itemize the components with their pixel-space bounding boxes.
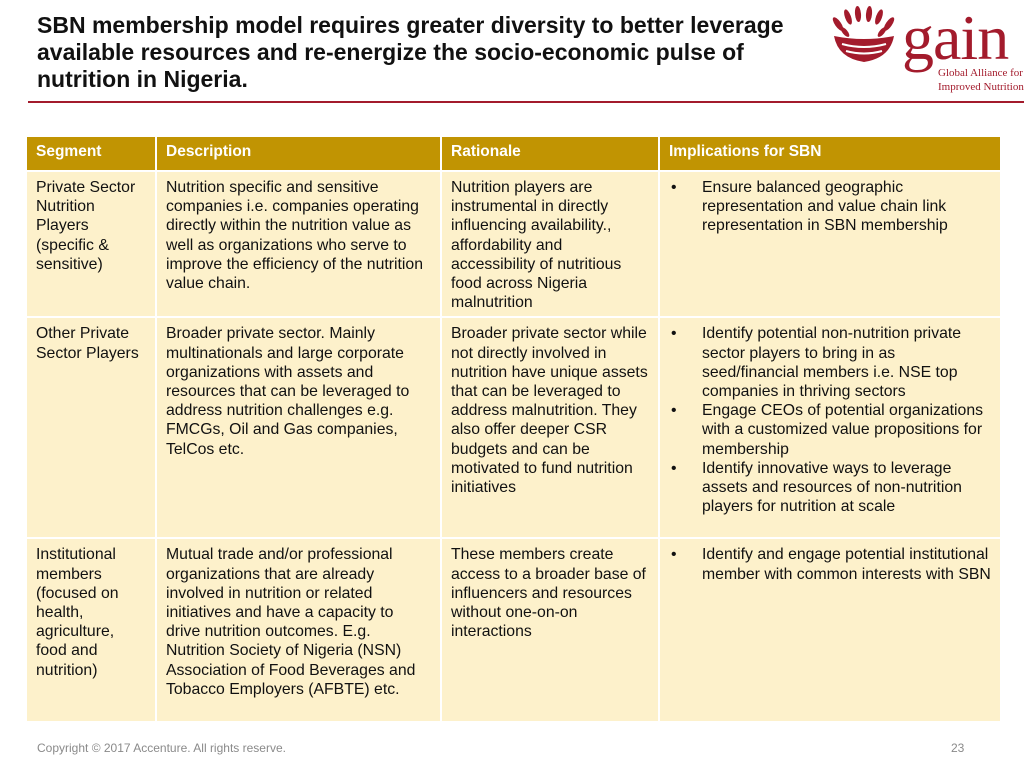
table-header-row: Segment Description Rationale Implicatio… bbox=[27, 137, 1000, 172]
implications-list: Identify potential non-nutrition private… bbox=[669, 324, 991, 516]
copyright-notice: Copyright © 2017 Accenture. All rights r… bbox=[37, 741, 286, 755]
cell-segment: Institutional members (focused on health… bbox=[27, 538, 157, 724]
cell-description: Nutrition specific and sensitive compani… bbox=[156, 171, 442, 319]
implications-list: Identify and engage potential institutio… bbox=[669, 545, 991, 583]
page-number: 23 bbox=[951, 741, 965, 755]
cell-rationale: These members create access to a broader… bbox=[441, 538, 660, 724]
cell-segment: Other Private Sector Players bbox=[27, 317, 157, 540]
header-implications: Implications for SBN bbox=[659, 137, 1000, 172]
header-description: Description bbox=[156, 137, 442, 172]
gain-logo: gain Global Alliance for Improved Nutrit… bbox=[828, 6, 1024, 96]
logo-subtitle: Global Alliance for Improved Nutrition bbox=[938, 66, 1024, 94]
implications-list: Ensure balanced geographic representatio… bbox=[669, 178, 991, 236]
implication-item: Identify and engage potential institutio… bbox=[669, 545, 991, 583]
cell-description: Mutual trade and/or professional organiz… bbox=[156, 538, 442, 724]
header-segment: Segment bbox=[27, 137, 157, 172]
implication-item: Engage CEOs of potential organizations w… bbox=[669, 401, 991, 459]
title-divider bbox=[28, 101, 1024, 103]
slide-title: SBN membership model requires greater di… bbox=[37, 12, 784, 92]
cell-segment: Private Sector Nutrition Players (specif… bbox=[27, 171, 157, 319]
implication-item: Identify potential non-nutrition private… bbox=[669, 324, 991, 401]
cell-implications: Identify and engage potential institutio… bbox=[659, 538, 1000, 724]
cell-implications: Ensure balanced geographic representatio… bbox=[659, 171, 1000, 319]
wheat-bowl-icon bbox=[832, 6, 895, 62]
logo-subtitle-line2: Improved Nutrition bbox=[938, 81, 1024, 93]
table-row: Private Sector Nutrition Players (specif… bbox=[27, 171, 1000, 319]
implication-item: Ensure balanced geographic representatio… bbox=[669, 178, 991, 236]
membership-table: Segment Description Rationale Implicatio… bbox=[27, 137, 1000, 724]
table-row: Institutional members (focused on health… bbox=[27, 538, 1000, 724]
table-row: Other Private Sector Players Broader pri… bbox=[27, 317, 1000, 540]
logo-subtitle-line1: Global Alliance for bbox=[938, 67, 1023, 79]
cell-description: Broader private sector. Mainly multinati… bbox=[156, 317, 442, 540]
cell-rationale: Broader private sector while not directl… bbox=[441, 317, 660, 540]
cell-rationale: Nutrition players are instrumental in di… bbox=[441, 171, 660, 319]
logo-wordmark: gain bbox=[902, 2, 1009, 73]
cell-implications: Identify potential non-nutrition private… bbox=[659, 317, 1000, 540]
header-rationale: Rationale bbox=[441, 137, 660, 172]
implication-item: Identify innovative ways to leverage ass… bbox=[669, 459, 991, 517]
